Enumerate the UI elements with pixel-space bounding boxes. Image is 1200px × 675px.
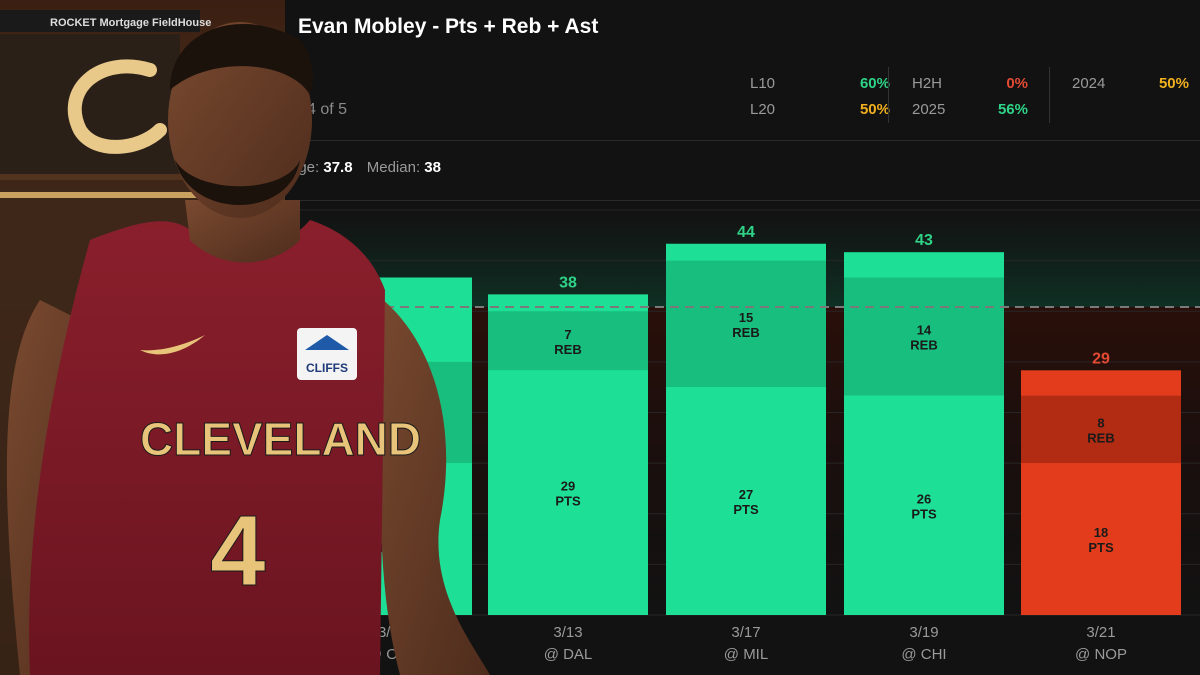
bar-total-label: 29 — [1092, 350, 1110, 367]
bar-segment-pts — [844, 395, 1004, 615]
x-tick-opponent: @ NOP — [1075, 646, 1127, 663]
bar-segment-reb — [488, 311, 648, 371]
stat-value: 50% — [859, 101, 890, 118]
scoreboard — [0, 34, 180, 174]
stat-label: L20 — [750, 101, 776, 118]
arena-rail — [0, 192, 200, 198]
reb-value-label: 15 — [739, 310, 753, 325]
stat-label: L10 — [750, 75, 776, 92]
reb-value-label: 14 — [917, 323, 932, 338]
x-tick-date: 3/17 — [731, 624, 760, 641]
stat-value: 0% — [1006, 75, 1028, 92]
nike-swoosh-icon — [140, 335, 205, 355]
x-tick-opponent: @ DAL — [544, 646, 593, 663]
player-photo: ROCKET Mortgage FieldHouse CLEVELAND 4 C… — [0, 0, 490, 675]
pts-value-label: 18 — [1094, 525, 1108, 540]
pts-unit-label: PTS — [555, 494, 581, 509]
reb-unit-label: REB — [732, 325, 759, 340]
page-title: Evan Mobley - Pts + Reb + Ast — [298, 15, 599, 38]
x-tick-date: 3/13 — [553, 624, 582, 641]
jersey-text: CLEVELAND — [140, 413, 421, 465]
cliffs-patch — [297, 328, 357, 380]
cliffs-patch-text: CLIFFS — [306, 361, 348, 375]
cavs-logo-icon — [67, 59, 167, 154]
pts-unit-label: PTS — [911, 506, 937, 521]
player-neck — [185, 200, 300, 263]
x-tick-opponent: @ CHI — [901, 646, 946, 663]
stat-value: 60% — [859, 75, 890, 92]
reb-unit-label: REB — [1087, 430, 1114, 445]
pts-value-label: 29 — [561, 479, 575, 494]
stat-label: 2024 — [1072, 75, 1106, 92]
cliffs-patch-icon — [305, 335, 349, 350]
stat-h2h[interactable]: H2H 0% — [912, 75, 1028, 95]
stat-2025[interactable]: 2025 56% — [912, 101, 1028, 121]
bar-segment-pts — [666, 387, 826, 615]
stat-2024[interactable]: 2024 50% — [1072, 75, 1189, 95]
pts-value-label: 27 — [739, 487, 753, 502]
arena-banner-text: ROCKET Mortgage FieldHouse — [50, 17, 211, 29]
player-arm-right — [370, 290, 490, 675]
bar-segment-pts — [1021, 463, 1181, 615]
stat-value: 50% — [1158, 75, 1189, 92]
divider — [280, 140, 1200, 141]
hit-rate-text: 4 of 5 — [307, 101, 348, 118]
bar-segment-reb — [844, 277, 1004, 396]
player-beard — [175, 160, 300, 205]
bar-total-label: 38 — [559, 274, 577, 291]
average-value: 37.8 — [323, 159, 353, 176]
player-jersey — [29, 220, 386, 675]
pts-unit-label: PTS — [733, 502, 759, 517]
divider — [280, 200, 1200, 201]
x-tick-date: 3/19 — [909, 624, 938, 641]
pts-unit-label: PTS — [1088, 540, 1114, 555]
reb-unit-label: REB — [910, 338, 937, 353]
stat-label: 2025 — [912, 101, 946, 118]
divider — [888, 67, 889, 123]
jersey-number: 4 — [210, 495, 266, 607]
bar-segment-reb — [1021, 395, 1181, 464]
stat-value: 56% — [997, 101, 1028, 118]
stat-l10[interactable]: L10 60% — [750, 75, 890, 95]
player-hair — [170, 24, 313, 95]
bar-segment-reb — [666, 260, 826, 388]
median-value: 38 — [424, 159, 441, 176]
pts-value-label: 26 — [917, 491, 931, 506]
reb-unit-label: REB — [554, 342, 581, 357]
x-tick-opponent: @ MIL — [724, 646, 768, 663]
stat-label: H2H — [912, 75, 943, 92]
reb-value-label: 7 — [564, 327, 571, 342]
x-tick-date: 3/21 — [1086, 624, 1115, 641]
reb-value-label: 8 — [1097, 415, 1104, 430]
bar-total-label: 44 — [737, 224, 755, 241]
bar-segment-pts — [488, 370, 648, 615]
stat-l20[interactable]: L20 50% — [750, 101, 890, 121]
median-label: Median: — [366, 159, 421, 176]
arena-banner — [0, 10, 200, 32]
bar-total-label: 43 — [915, 232, 933, 249]
divider — [1049, 67, 1050, 123]
